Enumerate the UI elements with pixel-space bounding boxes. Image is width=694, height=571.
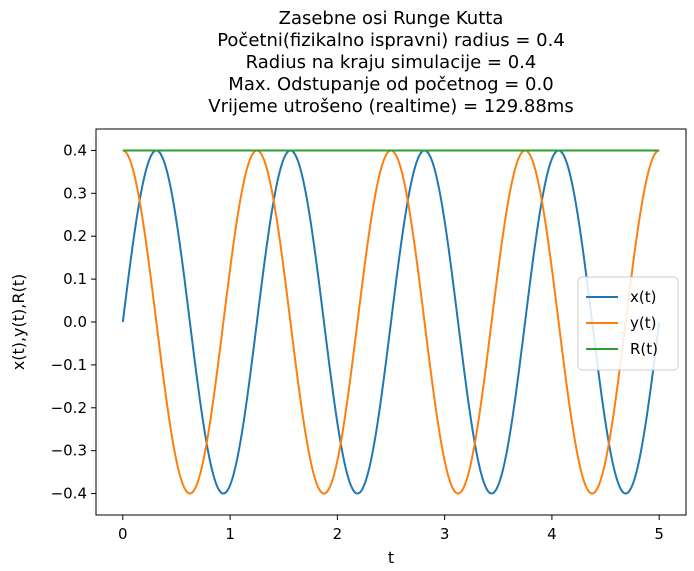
title-line: Max. Odstupanje od početnog = 0.0 (228, 74, 553, 95)
x-tick-label: 2 (333, 525, 343, 543)
legend-label: y(t) (630, 314, 656, 332)
x-axis-ticks: 0 1 2 3 4 5 (118, 515, 664, 543)
series-line-1 (121, 149, 661, 495)
x-tick-label: 3 (440, 525, 450, 543)
title-line: Vrijeme utrošeno (realtime) = 129.88ms (208, 96, 573, 117)
legend: x(t) y(t) R(t) (577, 276, 679, 371)
x-tick-label: 0 (118, 525, 128, 543)
chart-title: Zasebne osi Runge KuttaPočetni(fizikalno… (208, 8, 573, 117)
title-line: Radius na kraju simulacije = 0.4 (246, 52, 537, 73)
y-tick-label: 0.2 (63, 227, 87, 245)
legend-box (577, 276, 679, 371)
x-tick-label: 5 (654, 525, 664, 543)
x-tick-label: 4 (547, 525, 557, 543)
y-tick-label: −0.2 (51, 399, 87, 417)
y-axis-label: x(t),y(t),R(t) (9, 274, 28, 371)
legend-label: R(t) (630, 340, 658, 358)
x-tick-label: 1 (225, 525, 235, 543)
y-tick-label: 0.3 (63, 184, 87, 202)
y-tick-label: 0.0 (63, 313, 87, 331)
y-tick-label: −0.1 (51, 356, 87, 374)
y-tick-label: −0.3 (51, 442, 87, 460)
series-lines (121, 149, 661, 495)
y-tick-label: 0.4 (63, 141, 87, 159)
y-axis-ticks: 0.4 0.3 0.2 0.1 0.0 −0.1 −0.2 −0.3 −0.4 (51, 141, 96, 503)
y-tick-label: 0.1 (63, 270, 87, 288)
legend-label: x(t) (630, 288, 656, 306)
title-line: Početni(fizikalno ispravni) radius = 0.4 (217, 30, 565, 51)
x-axis-label: t (388, 548, 394, 567)
y-tick-label: −0.4 (51, 485, 87, 503)
title-line: Zasebne osi Runge Kutta (279, 8, 504, 29)
